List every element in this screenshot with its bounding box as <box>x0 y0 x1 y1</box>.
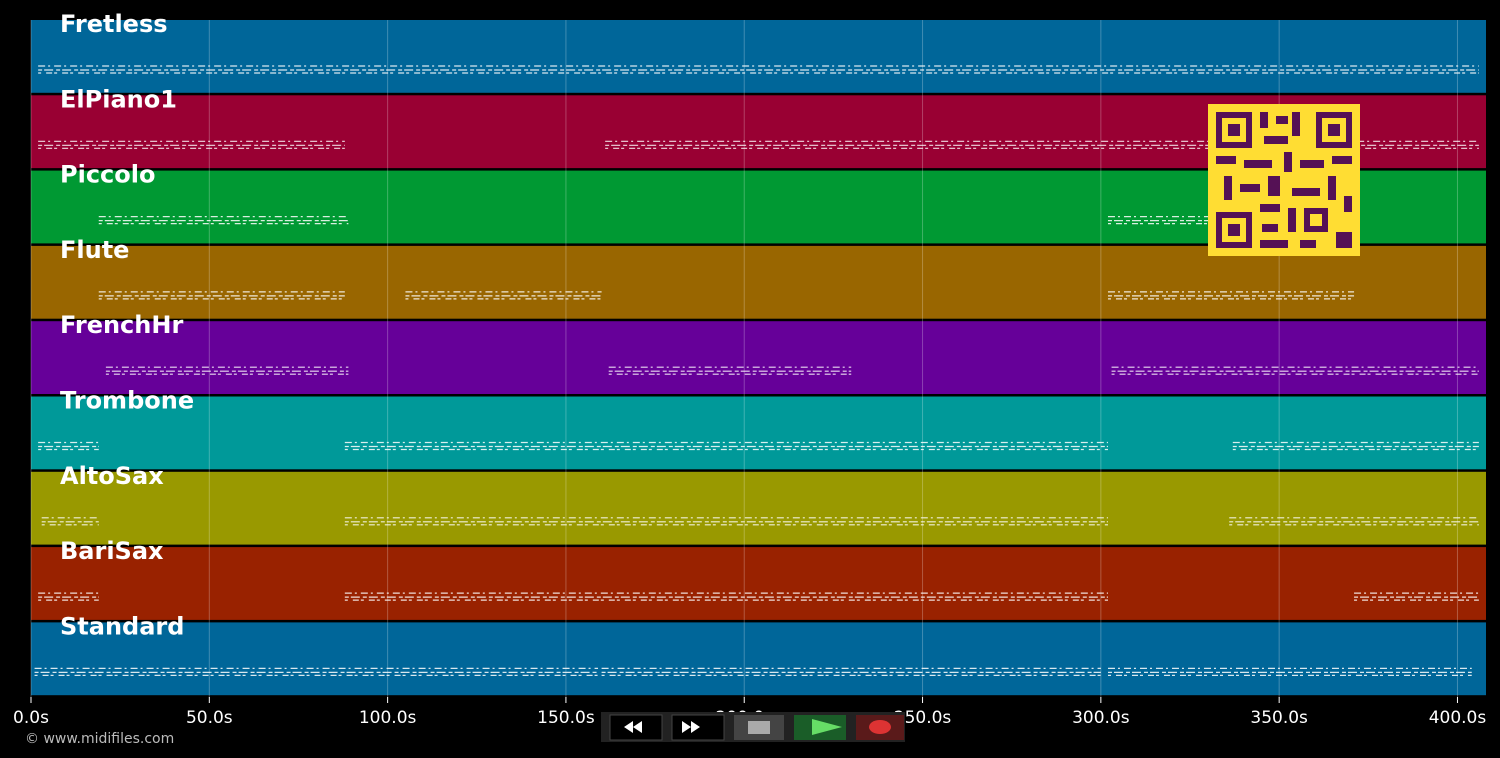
note-span <box>608 366 852 375</box>
note-span <box>1107 667 1472 677</box>
x-tick-label: 300.0s <box>1072 708 1130 728</box>
track-name: BariSax <box>60 537 164 565</box>
track-lane <box>31 622 1486 696</box>
note-span <box>38 592 99 601</box>
x-tick-label: 150.0s <box>537 708 595 728</box>
qr-code <box>1208 104 1360 256</box>
x-tick-label: 0.0s <box>13 708 49 728</box>
x-tick-label: 350.0s <box>1250 708 1308 728</box>
transport-controls <box>601 712 905 742</box>
note-span <box>34 667 599 677</box>
note-span <box>38 65 1479 74</box>
x-tick-label: 400.0s <box>1429 708 1487 728</box>
x-tick-label: 100.0s <box>359 708 417 728</box>
note-span <box>1232 441 1479 451</box>
fast-forward-button[interactable] <box>671 714 725 741</box>
x-tick-label: 50.0s <box>186 708 233 728</box>
note-span <box>98 291 345 300</box>
track-name: Flute <box>60 236 129 264</box>
note-span <box>41 517 99 526</box>
track-name: FrenchHr <box>60 311 183 339</box>
stop-button[interactable] <box>734 715 784 740</box>
note-span <box>105 366 349 375</box>
track-lane <box>31 321 1486 394</box>
note-span <box>38 441 99 451</box>
track-name: ElPiano1 <box>60 85 177 113</box>
note-span <box>38 140 345 149</box>
rewind-button[interactable] <box>609 714 663 741</box>
track-lane <box>31 20 1486 93</box>
track-lane <box>31 547 1486 620</box>
track-name: Piccolo <box>60 161 155 189</box>
note-span <box>1354 592 1479 601</box>
track-lane <box>31 396 1486 470</box>
note-span <box>1107 291 1355 300</box>
x-tick-label: 250.0s <box>894 708 952 728</box>
note-span <box>98 216 349 225</box>
track-name: AltoSax <box>60 462 164 490</box>
copyright: © www.midifiles.com <box>25 731 174 747</box>
note-span <box>1111 366 1479 375</box>
track-lane <box>31 471 1486 545</box>
note-span <box>601 667 1101 677</box>
track-name: Standard <box>60 612 184 640</box>
play-button[interactable] <box>794 715 846 740</box>
note-span <box>344 441 1108 451</box>
track-lanes: Fretless ElPiano1 Piccolo Flute FrenchHr Trom… <box>30 10 1486 698</box>
record-button[interactable] <box>856 715 904 740</box>
track-name: Fretless <box>60 10 168 38</box>
note-span <box>344 517 1108 526</box>
track-lane <box>31 245 1486 319</box>
note-span <box>1229 517 1479 526</box>
note-span <box>405 291 602 300</box>
note-span <box>344 592 1108 601</box>
track-name: Trombone <box>60 387 194 415</box>
